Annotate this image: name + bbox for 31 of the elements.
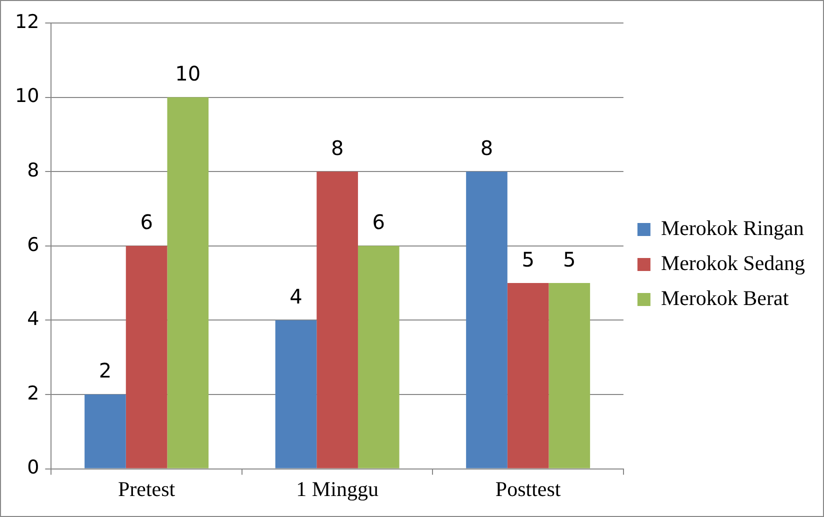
bar [275,320,317,468]
bar [126,246,168,468]
data-label: 4 [290,284,302,308]
bar [466,172,508,468]
bar [548,283,590,468]
y-tick-label: 0 [27,456,40,479]
x-tick-label: Posttest [495,476,561,501]
y-tick-label: 8 [27,160,40,182]
y-tick-label: 6 [27,234,40,256]
y-tick-label: 4 [27,308,40,330]
bar [507,283,549,468]
x-tick-label: 1 Minggu [296,476,379,501]
bar [167,97,209,468]
data-label: 8 [330,136,344,160]
data-label: 2 [98,358,112,383]
data-label: 6 [372,210,386,234]
bar [316,172,358,468]
legend-label: Merokok Berat [660,286,789,310]
bar [84,394,126,468]
y-tick-label: 12 [14,10,40,33]
y-tick-label: 10 [14,85,40,108]
data-label: 10 [175,62,201,86]
legend-label: Merokok Sedang [660,251,806,276]
data-label: 6 [140,210,153,234]
y-tick-label: 2 [27,382,40,404]
legend-label: Merokok Ringan [660,216,804,240]
data-label: 8 [480,136,494,160]
x-tick-label: Pretest [118,476,176,501]
bar [358,246,400,468]
data-label: 5 [522,247,534,272]
data-label: 5 [563,247,576,272]
